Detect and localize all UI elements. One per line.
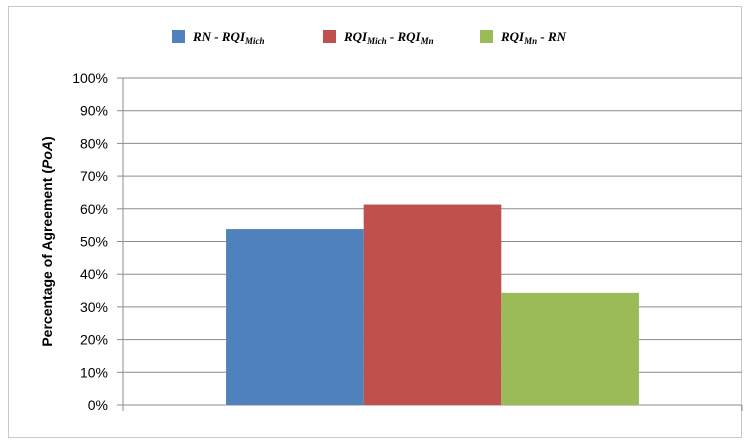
legend-swatch	[480, 30, 493, 43]
y-tick-label: 30%	[80, 299, 108, 315]
bar	[501, 292, 639, 405]
legend-swatch	[323, 30, 336, 43]
y-tick-label: 60%	[80, 201, 108, 217]
y-tick-label: 10%	[80, 364, 108, 380]
y-tick-label: 100%	[72, 70, 108, 86]
bar	[226, 229, 364, 405]
y-tick-label: 90%	[80, 103, 108, 119]
y-tick-label: 40%	[80, 266, 108, 282]
y-tick-label: 0%	[88, 397, 108, 413]
legend-label: RN - RQIMich	[192, 29, 265, 46]
y-tick-label: 50%	[80, 234, 108, 250]
y-tick-label: 70%	[80, 168, 108, 184]
bar	[363, 204, 502, 405]
y-tick-label: 80%	[80, 135, 108, 151]
legend-label: RQIMn - RN	[500, 29, 567, 46]
legend-label: RQIMich - RQIMn	[343, 29, 434, 46]
y-tick-label: 20%	[80, 332, 108, 348]
y-axis-title: Percentage of Agreement (PoA)	[39, 136, 55, 346]
legend-swatch	[172, 30, 185, 43]
